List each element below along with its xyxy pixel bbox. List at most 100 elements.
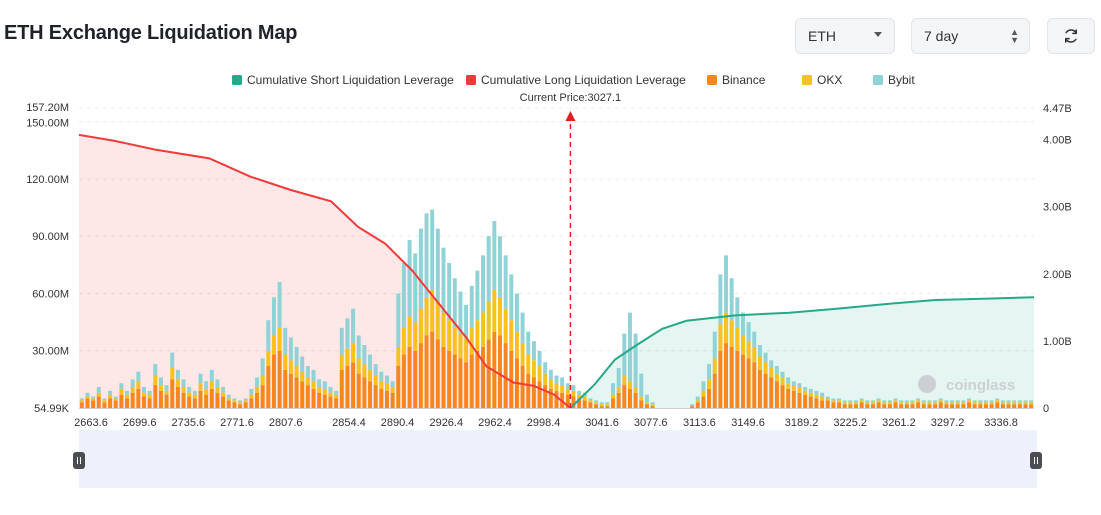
bar-okx: [859, 400, 864, 403]
bar-okx: [452, 327, 457, 355]
bar-binance: [769, 377, 774, 408]
bar-okx: [91, 398, 96, 401]
bar-okx: [611, 394, 615, 399]
bar-bybit: [904, 400, 909, 403]
bar-okx: [288, 360, 293, 374]
legend-swatch: [232, 75, 242, 85]
bar-bybit: [893, 398, 898, 401]
bar-bybit: [85, 392, 90, 397]
bar-bybit: [786, 377, 791, 384]
bar-bybit: [481, 255, 486, 313]
bar-binance: [283, 369, 288, 408]
bar-binance: [633, 392, 638, 408]
bar-binance: [441, 346, 446, 408]
bar-binance: [752, 362, 757, 408]
bar-binance: [226, 400, 231, 408]
bar-binance: [113, 400, 118, 408]
bar-bybit: [588, 398, 593, 401]
bar-bybit: [271, 297, 276, 336]
bar-binance: [876, 402, 881, 408]
bar-okx: [944, 402, 949, 405]
x-tick-label: 3297.2: [931, 417, 965, 429]
bar-binance: [588, 402, 593, 408]
bar-binance: [910, 404, 915, 408]
bar-bybit: [311, 369, 316, 382]
bar-okx: [435, 301, 440, 340]
bar-bybit: [300, 356, 305, 372]
bar-bybit: [526, 331, 531, 355]
bar-binance: [989, 404, 994, 408]
bar-binance: [221, 396, 226, 408]
bar-okx: [616, 387, 621, 393]
y-right-tick-label: 3.00B: [1043, 202, 1072, 214]
bar-binance: [859, 402, 864, 408]
bar-bybit: [752, 331, 757, 347]
bar-bybit: [611, 383, 615, 395]
bar-binance: [548, 388, 553, 408]
bar-binance: [311, 388, 316, 408]
bar-okx: [780, 377, 785, 386]
legend-label: Bybit: [888, 73, 915, 87]
bar-binance: [458, 358, 463, 408]
bar-binance: [718, 350, 723, 408]
bar-okx: [113, 398, 118, 401]
bar-bybit: [718, 274, 723, 325]
bar-binance: [119, 394, 124, 408]
bar-okx: [379, 381, 384, 389]
bar-okx: [995, 400, 1000, 403]
bar-okx: [594, 402, 599, 405]
bar-binance: [955, 404, 960, 408]
legend-label: Binance: [722, 73, 766, 87]
bar-binance: [526, 373, 531, 408]
y-left-tick-label: 60.00M: [32, 288, 69, 300]
bar-binance: [368, 381, 372, 408]
bar-binance: [882, 404, 887, 408]
bar-binance: [565, 394, 570, 408]
bar-binance: [136, 388, 141, 408]
bar-binance: [447, 350, 452, 408]
bar-binance: [803, 394, 808, 408]
x-tick-label: 2699.6: [123, 417, 157, 429]
bar-okx: [125, 394, 130, 399]
bar-binance: [401, 354, 406, 408]
bar-binance: [616, 392, 621, 408]
bar-bybit: [102, 398, 107, 401]
y-left-tick-label: 157.20M: [26, 102, 69, 114]
bar-okx: [910, 402, 915, 405]
bar-binance: [334, 398, 339, 408]
bar-okx: [277, 327, 282, 351]
x-tick-label: 3225.2: [833, 417, 867, 429]
bar-binance: [893, 402, 898, 408]
bar-binance: [724, 343, 729, 408]
bar-bybit: [362, 345, 367, 365]
bar-binance: [944, 404, 949, 408]
bar-binance: [142, 396, 146, 408]
bar-bybit: [379, 371, 384, 382]
bar-binance: [288, 373, 293, 408]
bar-binance: [464, 362, 469, 408]
period-select[interactable]: 7 day ▲ ▼: [911, 18, 1030, 54]
bar-okx: [848, 402, 853, 405]
bar-binance: [961, 404, 966, 408]
bar-bybit: [712, 331, 717, 359]
range-handle-left[interactable]: [73, 452, 85, 469]
bar-binance: [520, 366, 525, 408]
y-right-tick-label: 0: [1043, 403, 1049, 415]
bar-binance: [209, 388, 214, 408]
bar-okx: [481, 312, 486, 347]
x-tick-label: 2998.4: [527, 417, 561, 429]
bar-binance: [1029, 404, 1034, 408]
bar-binance: [170, 379, 175, 408]
bar-okx: [763, 362, 768, 374]
bar-okx: [695, 400, 700, 403]
bar-binance: [831, 402, 836, 408]
bar-bybit: [192, 390, 197, 395]
refresh-button[interactable]: [1047, 18, 1095, 54]
x-tick-label: 3113.6: [683, 417, 716, 429]
bar-bybit: [79, 398, 84, 401]
bar-binance: [481, 346, 486, 408]
asset-select[interactable]: ETH: [795, 18, 895, 54]
bar-binance: [639, 400, 644, 408]
range-handle-right[interactable]: [1030, 452, 1042, 469]
